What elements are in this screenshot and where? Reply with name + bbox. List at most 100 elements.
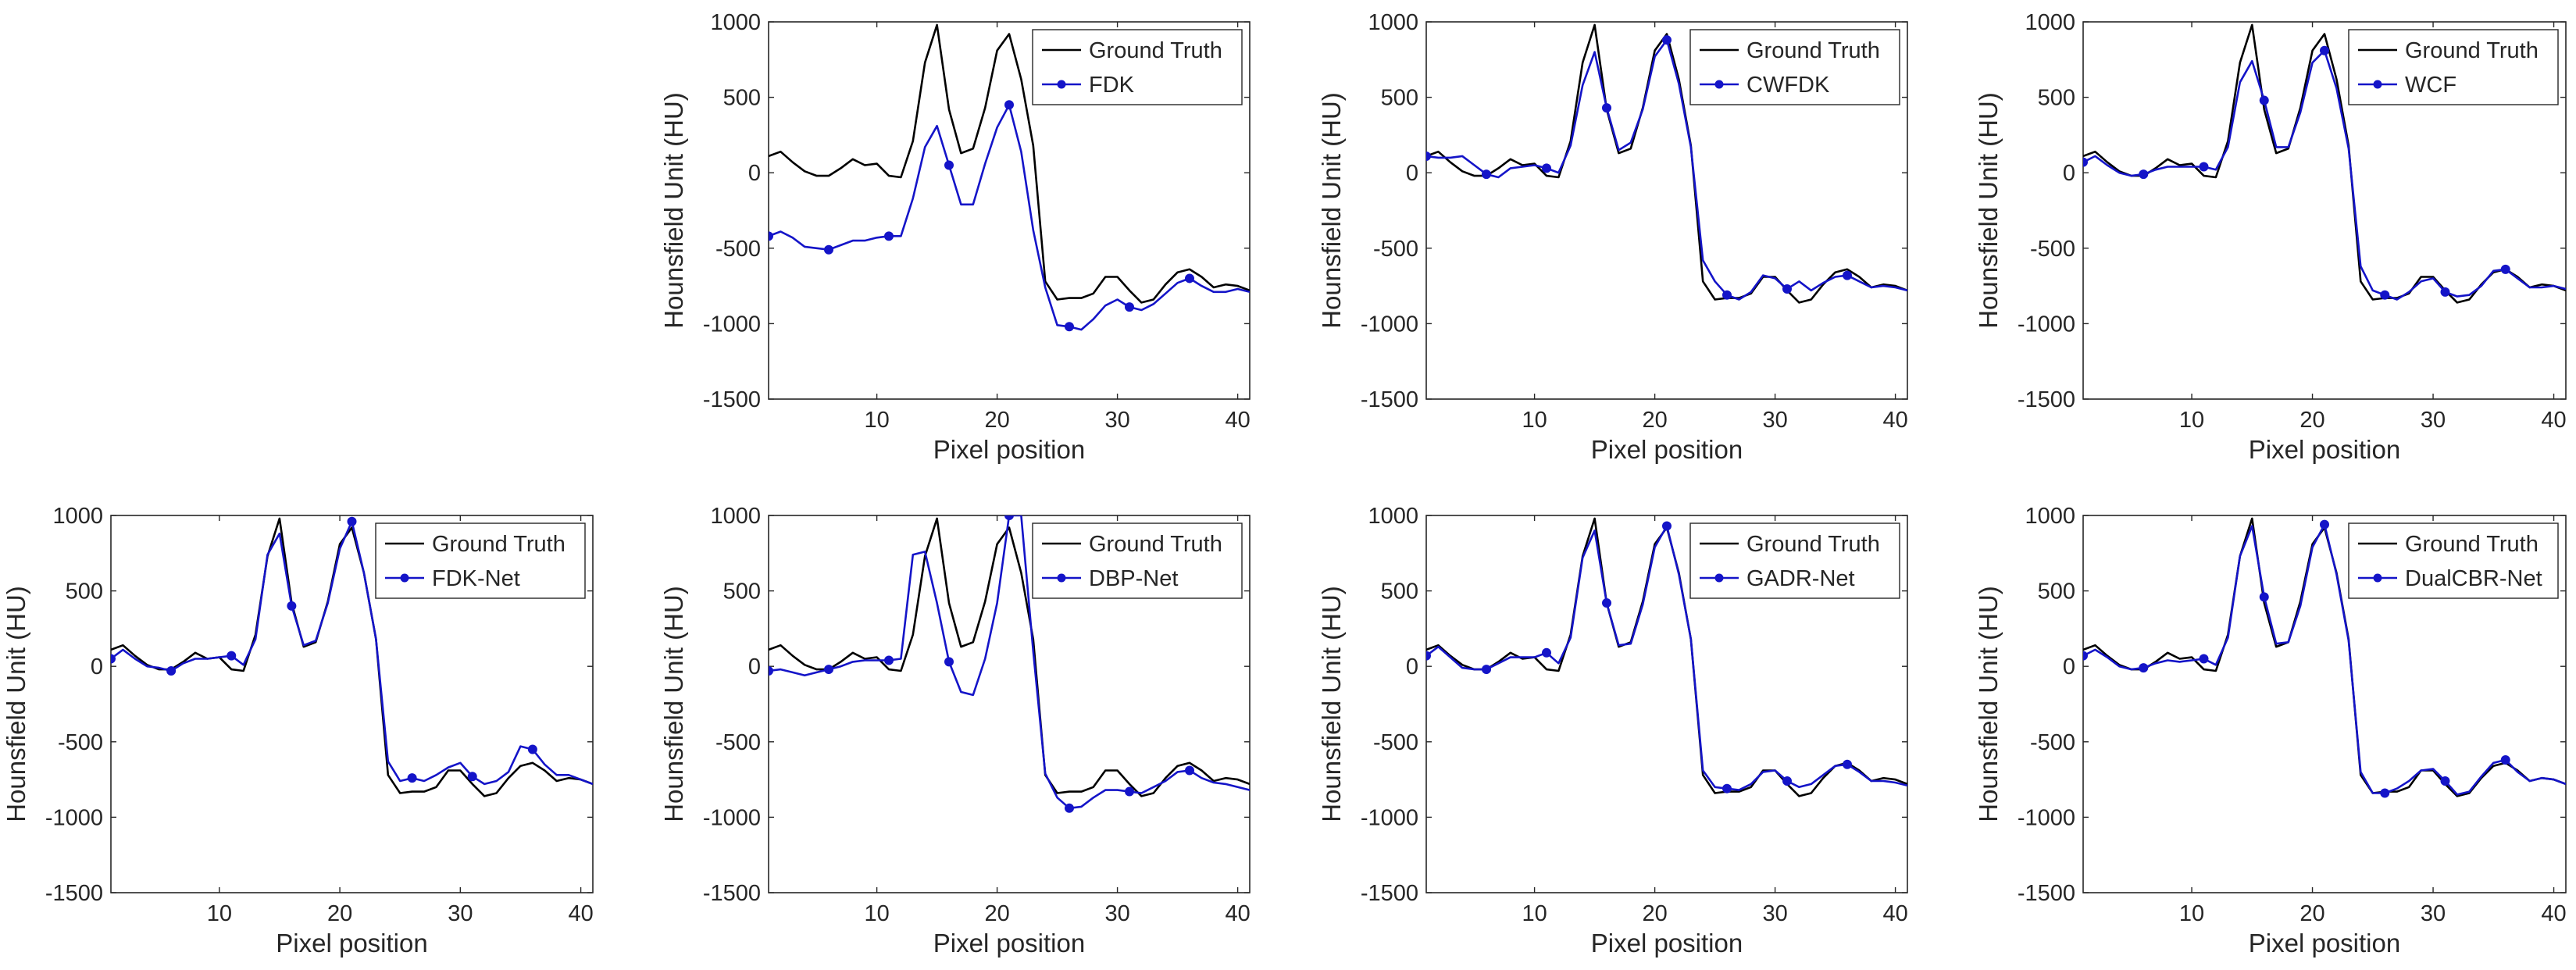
x-tick-label: 30 — [1104, 408, 1129, 433]
y-tick-label: -1500 — [45, 881, 103, 906]
legend-label: FDK — [1089, 73, 1135, 98]
series-group — [1426, 517, 1907, 797]
legend-label: Ground Truth — [2405, 532, 2539, 557]
x-tick-label: 40 — [1882, 408, 1907, 433]
y-tick-label: -1500 — [703, 387, 761, 412]
data-point — [884, 231, 894, 241]
x-tick-label: 20 — [327, 901, 352, 926]
y-axis-label: Hounsfield Unit (HU) — [2, 586, 30, 822]
y-tick-label: -500 — [715, 730, 761, 755]
chart-panel: -1500 -1000 -500 0 500 1000 10 20 30 40 Pixel posi… — [1974, 10, 2567, 464]
legend-label: Ground Truth — [432, 532, 566, 557]
legend-box — [1689, 522, 1900, 599]
x-tick-label: 10 — [864, 901, 889, 926]
y-tick-label: -1000 — [1361, 312, 1418, 337]
legend-box — [2348, 522, 2559, 599]
legend: Ground Truth GADR-Net — [1689, 522, 1900, 599]
x-tick-label: 10 — [1522, 408, 1547, 433]
chart-panel: -1500 -1000 -500 0 500 1000 10 20 30 40 Pixel posi… — [1974, 504, 2567, 958]
x-tick-label: 40 — [1225, 408, 1250, 433]
x-tick-label: 20 — [1642, 408, 1667, 433]
y-tick-label: -500 — [715, 237, 761, 262]
data-point — [2500, 264, 2510, 274]
x-tick-label: 40 — [2541, 901, 2566, 926]
ground-truth-line — [769, 517, 1250, 797]
data-point — [2500, 754, 2510, 765]
legend-marker — [1057, 573, 1066, 583]
y-axis-label: Hounsfield Unit (HU) — [659, 586, 688, 822]
y-tick-label: -500 — [2030, 237, 2075, 262]
legend: Ground Truth DBP-Net — [1032, 522, 1243, 599]
data-point — [1426, 651, 1431, 661]
y-tick-label: 0 — [2063, 161, 2075, 186]
x-axis-label: Pixel position — [1591, 435, 1743, 464]
legend-marker — [2373, 573, 2382, 583]
legend-marker — [1714, 573, 1724, 583]
chart-panel: -1500 -1000 -500 0 500 1000 10 20 30 40 Pixel posi… — [1317, 10, 1908, 464]
data-point — [1065, 322, 1074, 332]
y-tick-label: -1500 — [2018, 387, 2075, 412]
data-point — [347, 516, 357, 526]
y-tick-label: 0 — [1406, 654, 1418, 679]
x-axis-label: Pixel position — [1591, 929, 1743, 958]
data-point — [1662, 521, 1672, 531]
y-tick-label: 500 — [723, 86, 761, 111]
data-point — [1004, 100, 1014, 110]
y-tick-label: 0 — [91, 654, 103, 679]
x-tick-label: 40 — [2541, 408, 2566, 433]
x-tick-label: 10 — [207, 901, 232, 926]
y-axis-label: Hounsfield Unit (HU) — [1974, 92, 2003, 329]
x-tick-label: 20 — [984, 901, 1009, 926]
y-tick-label: -500 — [2030, 730, 2075, 755]
x-tick-label: 20 — [984, 408, 1009, 433]
x-tick-label: 40 — [1882, 901, 1907, 926]
legend-label: DualCBR-Net — [2405, 566, 2542, 591]
y-tick-label: -1000 — [703, 805, 761, 830]
legend-box — [2348, 29, 2559, 105]
x-tick-label: 10 — [1522, 901, 1547, 926]
data-point — [2320, 519, 2329, 530]
data-point — [2259, 95, 2269, 105]
legend: Ground Truth CWFDK — [1689, 29, 1900, 105]
series-group — [111, 516, 593, 797]
x-tick-label: 30 — [448, 901, 473, 926]
x-axis-label: Pixel position — [933, 929, 1085, 958]
y-axis-label: Hounsfield Unit (HU) — [659, 92, 688, 329]
data-point — [1782, 776, 1792, 786]
legend-label: DBP-Net — [1089, 566, 1178, 591]
y-tick-label: -1500 — [1361, 387, 1418, 412]
legend: Ground Truth DualCBR-Net — [2348, 522, 2559, 599]
data-point — [1482, 169, 1491, 180]
legend-marker — [1057, 80, 1066, 89]
x-tick-label: 40 — [568, 901, 593, 926]
x-tick-label: 10 — [2179, 901, 2204, 926]
chart-panel: -1500 -1000 -500 0 500 1000 10 20 30 40 Pixel posi… — [659, 10, 1251, 464]
legend-label: Ground Truth — [1089, 532, 1222, 557]
y-axis-label: Hounsfield Unit (HU) — [1317, 586, 1346, 822]
x-tick-label: 10 — [864, 408, 889, 433]
ground-truth-line — [111, 517, 593, 797]
data-point — [1782, 284, 1792, 294]
legend-box — [1032, 522, 1243, 599]
chart-panel: -1500 -1000 -500 0 500 1000 10 20 30 40 Pixel posi… — [2, 504, 594, 958]
data-point — [2380, 290, 2390, 300]
y-tick-label: -1000 — [1361, 805, 1418, 830]
data-point — [1602, 103, 1611, 113]
y-tick-label: -500 — [1373, 730, 1418, 755]
legend-box — [375, 522, 586, 599]
data-point — [1482, 665, 1491, 675]
data-point — [2139, 169, 2149, 180]
legend: Ground Truth FDK — [1032, 29, 1243, 105]
method-line — [769, 515, 1250, 810]
data-point — [1004, 515, 1014, 520]
y-tick-label: 500 — [1381, 86, 1418, 111]
y-tick-label: -1000 — [2018, 805, 2075, 830]
data-point — [1843, 270, 1852, 280]
data-point — [1426, 151, 1431, 161]
x-axis-label: Pixel position — [933, 435, 1085, 464]
series-group — [2083, 517, 2566, 798]
y-tick-label: 1000 — [710, 10, 761, 35]
y-tick-label: 0 — [2063, 654, 2075, 679]
y-tick-label: -1500 — [1361, 881, 1418, 906]
y-tick-label: -1500 — [2018, 881, 2075, 906]
